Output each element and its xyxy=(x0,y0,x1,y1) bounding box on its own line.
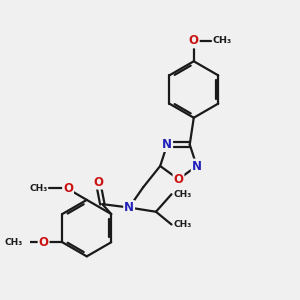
Text: CH₃: CH₃ xyxy=(4,238,23,247)
Text: CH₃: CH₃ xyxy=(173,190,191,199)
Text: N: N xyxy=(124,201,134,214)
Text: O: O xyxy=(39,236,49,249)
Text: O: O xyxy=(189,34,199,47)
Text: O: O xyxy=(173,173,183,186)
Text: N: N xyxy=(162,138,172,151)
Text: CH₃: CH₃ xyxy=(212,36,232,45)
Text: N: N xyxy=(192,160,202,172)
Text: CH₃: CH₃ xyxy=(173,220,191,229)
Text: O: O xyxy=(63,182,73,194)
Text: CH₃: CH₃ xyxy=(29,184,47,193)
Text: O: O xyxy=(93,176,103,189)
